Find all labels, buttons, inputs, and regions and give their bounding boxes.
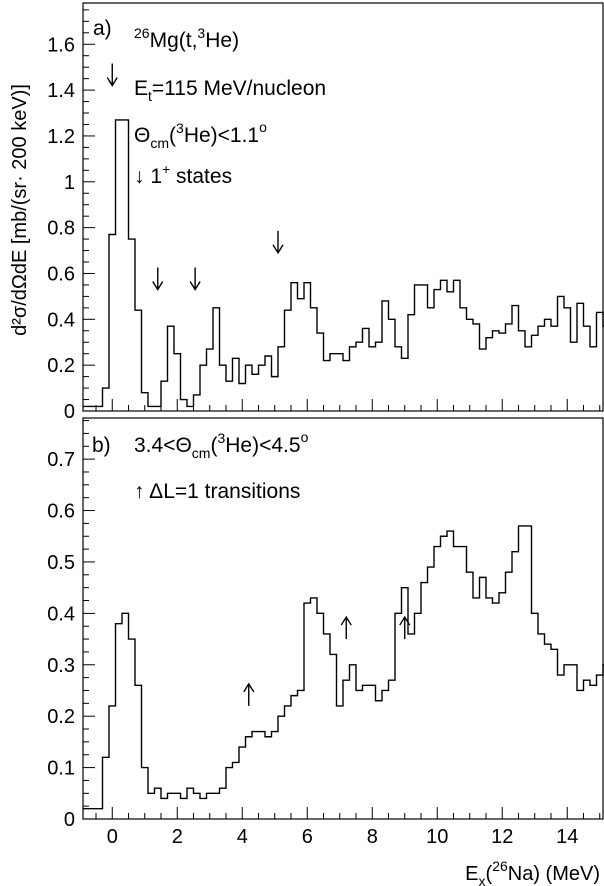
panel-b-y-tick-label: 0.2: [47, 706, 75, 728]
arrow-head: [189, 281, 201, 291]
x-axis-title: Ex(26Na) (MeV): [465, 858, 600, 886]
panel-b-up-arrow-icon: [243, 682, 255, 706]
panel-a-y-tick-label: 0.2: [47, 355, 75, 377]
panel-b-x-tick-label: 6: [302, 826, 313, 848]
panel-b-y-tick-label: 0.5: [47, 552, 75, 574]
panel-b-angle-label: 3.4<Θcm(3He)<4.5o: [134, 429, 309, 461]
panel-b-y-tick-label: 0.7: [47, 449, 75, 471]
panel-b-y-tick-label: 0.3: [47, 655, 75, 677]
panel-b-y-tick-label: 0.1: [47, 758, 75, 780]
panel-a-histogram-line: [83, 119, 604, 408]
panel-a-down-arrow-icon: [272, 230, 284, 255]
panel-b: 0 0.1 0.2 0.3 0.4 0.5 0.6 0.7 0 2 4 6 8 10 12 14: [47, 417, 604, 848]
panel-a-beam-energy-label: Et=115 MeV/nucleon: [134, 77, 326, 104]
panel-b-transitions-label: ↑ ΔL=1 transitions: [134, 480, 300, 503]
arrow-head: [399, 615, 411, 626]
panel-b-x-tick-label: 4: [237, 826, 248, 848]
panel-b-y-tick-label: 0.4: [47, 603, 75, 625]
panel-b-x-tick-label: 10: [426, 826, 448, 848]
panel-b-x-tick-label: 14: [556, 826, 578, 848]
panel-b-up-arrow-icon: [399, 615, 411, 640]
panel-b-histogram-line: [83, 525, 604, 810]
y-axis-title: d²σ/dΩdE [mb/(sr· 200 keV)]: [9, 84, 31, 336]
panel-a-y-tick-label: 1.2: [47, 126, 75, 148]
panel-a-y-tick-label: 0.8: [47, 218, 75, 240]
arrow-head: [340, 615, 352, 626]
panel-a-y-tick-label: 1.4: [47, 80, 75, 102]
panel-b-frame: [82, 417, 604, 820]
panel-a-frame: [82, 2, 604, 412]
panel-b-x-tick-label: 12: [491, 826, 513, 848]
panel-a-label: a): [93, 17, 112, 40]
panel-a-down-arrow-icon: [106, 63, 118, 87]
arrow-head: [152, 281, 164, 291]
panel-b-label: b): [92, 434, 111, 457]
panel-a-y-tick-label: 0.6: [47, 263, 75, 285]
panel-a-y-tick-label: 1.6: [47, 34, 75, 56]
panel-a-reaction-label: 26Mg(t,3He): [134, 25, 239, 52]
panel-a-angle-label: Θcm(3He)<1.1o: [134, 119, 267, 151]
panel-a-down-arrow-icon: [189, 267, 201, 291]
panel-b-up-arrow-icon: [340, 615, 352, 640]
arrow-head: [106, 77, 118, 87]
panel-b-x-tick-label: 8: [367, 826, 378, 848]
panel-a-y-tick-label: 1: [64, 172, 75, 194]
arrow-head: [243, 682, 255, 693]
panel-a-y-tick-label: 0.4: [47, 309, 75, 331]
panel-b-x-tick-label: 2: [172, 826, 183, 848]
panel-a-down-arrow-icon: [152, 267, 164, 291]
arrow-head: [272, 244, 284, 255]
panel-b-y-tick-label: 0: [64, 809, 75, 831]
panel-b-x-tick-label: 0: [107, 826, 118, 848]
panel-b-y-tick-label: 0.6: [47, 501, 75, 523]
panel-a: 0 0.2 0.4 0.6 0.8 1 1.2 1.4 1.6: [47, 2, 604, 423]
panel-a-y-tick-label: 0: [64, 401, 75, 423]
panel-a-states-label: ↓ 1+ states: [134, 161, 232, 188]
